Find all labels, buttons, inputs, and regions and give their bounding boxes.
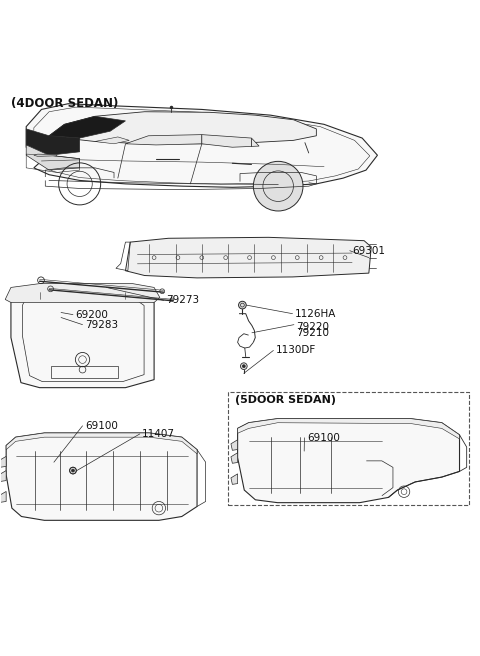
Text: (4DOOR SEDAN): (4DOOR SEDAN): [11, 96, 118, 110]
Polygon shape: [202, 134, 259, 147]
Polygon shape: [125, 134, 202, 145]
Text: 79210: 79210: [296, 328, 329, 338]
Bar: [228, 392, 469, 504]
Polygon shape: [231, 440, 238, 450]
Polygon shape: [238, 419, 459, 439]
Bar: [14, 478, 22, 486]
Polygon shape: [49, 112, 316, 144]
Polygon shape: [6, 433, 197, 454]
Text: 79273: 79273: [166, 295, 199, 305]
Polygon shape: [231, 453, 238, 463]
Polygon shape: [238, 419, 459, 502]
Bar: [69, 504, 77, 513]
Polygon shape: [0, 470, 6, 482]
Polygon shape: [125, 237, 371, 278]
Polygon shape: [34, 154, 57, 156]
Polygon shape: [0, 491, 6, 502]
Text: 1126HA: 1126HA: [295, 309, 336, 319]
Text: 69100: 69100: [85, 421, 118, 431]
Bar: [50, 504, 58, 513]
Polygon shape: [95, 137, 129, 144]
Polygon shape: [26, 104, 377, 188]
Text: 11407: 11407: [142, 429, 175, 439]
Circle shape: [239, 301, 246, 309]
Circle shape: [253, 161, 303, 211]
Polygon shape: [11, 287, 154, 388]
Text: (5DOOR SEDAN): (5DOOR SEDAN): [235, 395, 336, 405]
Text: 1130DF: 1130DF: [276, 346, 316, 356]
Bar: [14, 462, 22, 471]
Polygon shape: [26, 145, 80, 170]
Bar: [289, 488, 296, 497]
Text: 69301: 69301: [352, 246, 385, 256]
Polygon shape: [0, 457, 6, 467]
Circle shape: [70, 467, 76, 474]
Polygon shape: [49, 116, 125, 138]
Circle shape: [72, 469, 74, 472]
Bar: [24, 327, 41, 337]
Text: 79283: 79283: [85, 319, 118, 330]
Polygon shape: [5, 283, 160, 302]
Text: 79220: 79220: [296, 321, 329, 331]
Circle shape: [240, 363, 247, 369]
Text: 69100: 69100: [307, 433, 340, 443]
Circle shape: [242, 365, 245, 367]
Text: 69200: 69200: [75, 310, 108, 319]
Polygon shape: [6, 433, 197, 520]
Bar: [247, 462, 254, 470]
Bar: [24, 332, 41, 342]
Polygon shape: [26, 129, 80, 155]
Bar: [247, 447, 254, 456]
Polygon shape: [231, 474, 238, 484]
